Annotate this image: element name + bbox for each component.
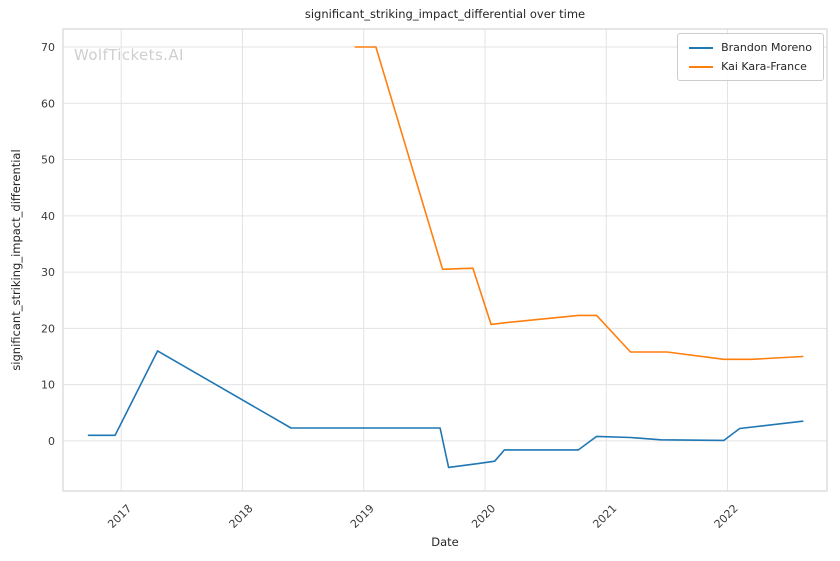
series-line-kai-kara-france [354, 46, 804, 361]
legend: Brandon Moreno Kai Kara-France [677, 33, 824, 81]
y-tick-label: 30 [41, 266, 55, 279]
legend-line-swatch [689, 65, 714, 68]
y-axis-label: significant_striking_impact_differential [9, 149, 23, 371]
legend-line-swatch [689, 46, 714, 49]
x-tick-label: 2019 [348, 502, 377, 531]
y-tick-label: 70 [41, 41, 55, 54]
x-axis-label: Date [431, 535, 459, 549]
legend-label: Brandon Moreno [721, 41, 812, 54]
chart-title: significant_striking_impact_differential… [304, 7, 586, 21]
x-tick-label: 2021 [590, 502, 619, 531]
x-tick-label: 2022 [712, 502, 741, 531]
y-tick-label: 60 [41, 97, 55, 110]
x-tick-label: 2018 [227, 502, 256, 531]
y-tick-label: 20 [41, 322, 55, 335]
legend-item: Brandon Moreno [689, 41, 812, 54]
x-tick-label: 2020 [469, 502, 498, 531]
x-tick-label: 2017 [105, 502, 134, 531]
series-line-brandon-moreno [87, 350, 804, 469]
y-tick-label: 40 [41, 210, 55, 223]
y-tick-label: 10 [41, 379, 55, 392]
legend-item: Kai Kara-France [689, 60, 812, 73]
legend-label: Kai Kara-France [721, 60, 807, 73]
y-tick-label: 0 [48, 435, 55, 448]
watermark: WolfTickets.AI [74, 46, 184, 64]
y-tick-label: 50 [41, 154, 55, 167]
plot-border [62, 28, 828, 492]
